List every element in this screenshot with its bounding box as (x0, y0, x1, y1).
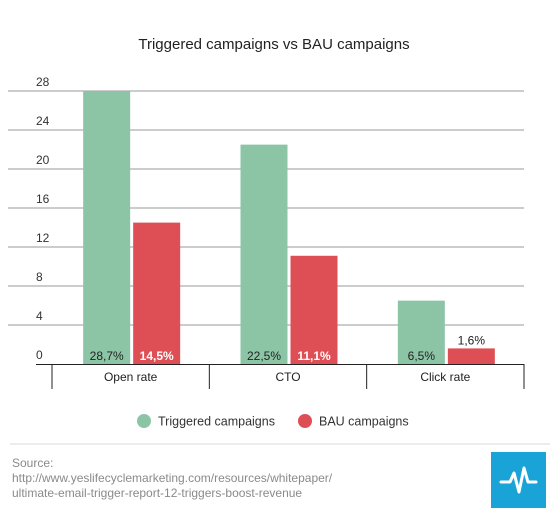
y-axis-ticks: 0 4 8 12 16 20 24 28 (36, 75, 50, 362)
x-axis: Open rate CTO Click rate (36, 364, 525, 389)
y-tick-label: 12 (36, 231, 50, 245)
legend-swatch (137, 414, 151, 428)
source-note: Source: http://www.yeslifecyclemarketing… (12, 456, 452, 501)
y-tick-label: 4 (36, 309, 43, 323)
legend-label: Triggered campaigns (158, 415, 275, 429)
y-tick-label: 8 (36, 270, 43, 284)
bar (240, 144, 288, 364)
bar (290, 255, 338, 364)
bar (133, 222, 181, 364)
bar (83, 91, 131, 364)
y-tick-label: 28 (36, 75, 50, 89)
bar-data-label: 14,5% (140, 349, 174, 363)
bar-data-labels: 28,7% 14,5% 22,5% 11,1% 6,5% 1,6% (90, 333, 486, 363)
source-label: Source: (12, 456, 54, 470)
legend: Triggered campaigns BAU campaigns (137, 414, 409, 429)
bar-data-label: 28,7% (90, 349, 124, 363)
bar-data-label: 1,6% (458, 333, 486, 347)
bar-chart: Triggered campaigns vs BAU campaigns 0 4 8… (8, 36, 550, 445)
source-url-line-2[interactable]: ultimate-email-trigger-report-12-trigger… (12, 486, 303, 500)
bar-data-label: 11,1% (297, 349, 331, 363)
chart-title: Triggered campaigns vs BAU campaigns (138, 36, 409, 53)
y-tick-label: 16 (36, 192, 50, 206)
legend-label: BAU campaigns (319, 415, 409, 429)
logo (491, 452, 546, 508)
bars (83, 91, 495, 364)
y-tick-label: 20 (36, 153, 50, 167)
bar (447, 348, 495, 364)
x-tick-label: Click rate (420, 370, 470, 384)
source-url-line-1[interactable]: http://www.yeslifecyclemarketing.com/res… (12, 471, 333, 485)
legend-swatch (298, 414, 312, 428)
bar-data-label: 6,5% (408, 349, 436, 363)
pulse-line-icon (499, 466, 538, 494)
x-tick-label: CTO (275, 370, 300, 384)
bar (397, 300, 445, 364)
x-tick-label: Open rate (104, 370, 158, 384)
y-tick-label: 0 (36, 348, 43, 362)
bar-data-label: 22,5% (247, 349, 281, 363)
y-tick-label: 24 (36, 114, 50, 128)
